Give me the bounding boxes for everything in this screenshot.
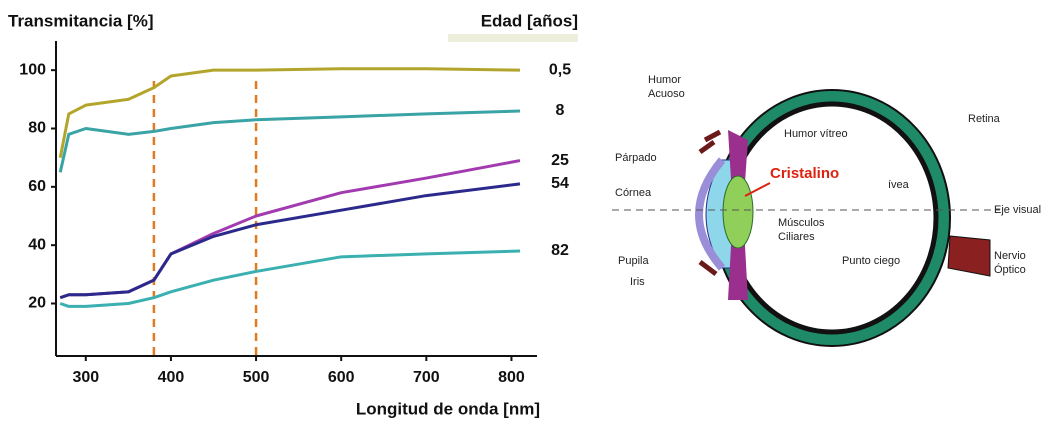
series-label: 8 — [556, 102, 565, 119]
label: Humor — [648, 74, 681, 86]
label: Punto ciego — [842, 255, 900, 267]
x-tick-label: 600 — [328, 369, 355, 386]
legend-title-bg — [448, 34, 578, 42]
series-line — [60, 184, 520, 298]
label: Acuoso — [648, 88, 685, 100]
label: Cristalino — [770, 165, 839, 182]
label: Pupila — [618, 255, 649, 267]
label: ívea — [888, 179, 910, 191]
optic-nerve — [948, 236, 990, 276]
label: Nervio — [994, 250, 1026, 262]
y-tick-label: 40 — [28, 236, 46, 253]
x-axis-label: Longitud de onda [nm] — [356, 399, 540, 418]
x-tick-label: 500 — [243, 369, 270, 386]
series-line — [60, 111, 520, 172]
label: Humor vítreo — [784, 128, 848, 140]
label: Párpado — [615, 152, 657, 164]
label: Ciliares — [778, 231, 815, 243]
y-tick-label: 80 — [28, 120, 46, 137]
x-tick-label: 400 — [158, 369, 185, 386]
series-line — [60, 251, 520, 306]
series-label: 25 — [551, 152, 569, 169]
eye-diagram: Humor Acuoso Párpado Córnea Pupila Iris … — [612, 74, 1041, 346]
lens — [723, 176, 753, 248]
label: Retina — [968, 113, 1001, 125]
y-tick-label: 60 — [28, 178, 46, 195]
label: Óptico — [994, 263, 1026, 276]
y-tick-label: 20 — [28, 295, 46, 312]
x-tick-label: 700 — [413, 369, 440, 386]
series-line — [60, 161, 520, 298]
series-label: 0,5 — [549, 61, 571, 78]
y-axis-label: Transmitancia [%] — [8, 11, 154, 30]
series-label: 82 — [551, 242, 569, 259]
label: Iris — [630, 276, 645, 288]
label: Eje visual — [994, 204, 1041, 216]
series-label: 54 — [551, 175, 569, 192]
x-tick-label: 800 — [498, 369, 525, 386]
x-tick-label: 300 — [72, 369, 99, 386]
figure: Transmitancia [%] Edad [años] Longitud d… — [0, 0, 1051, 425]
label: Músculos — [778, 217, 825, 229]
legend-title: Edad [años] — [481, 11, 578, 30]
y-tick-label: 100 — [19, 61, 46, 78]
label: Córnea — [615, 187, 652, 199]
